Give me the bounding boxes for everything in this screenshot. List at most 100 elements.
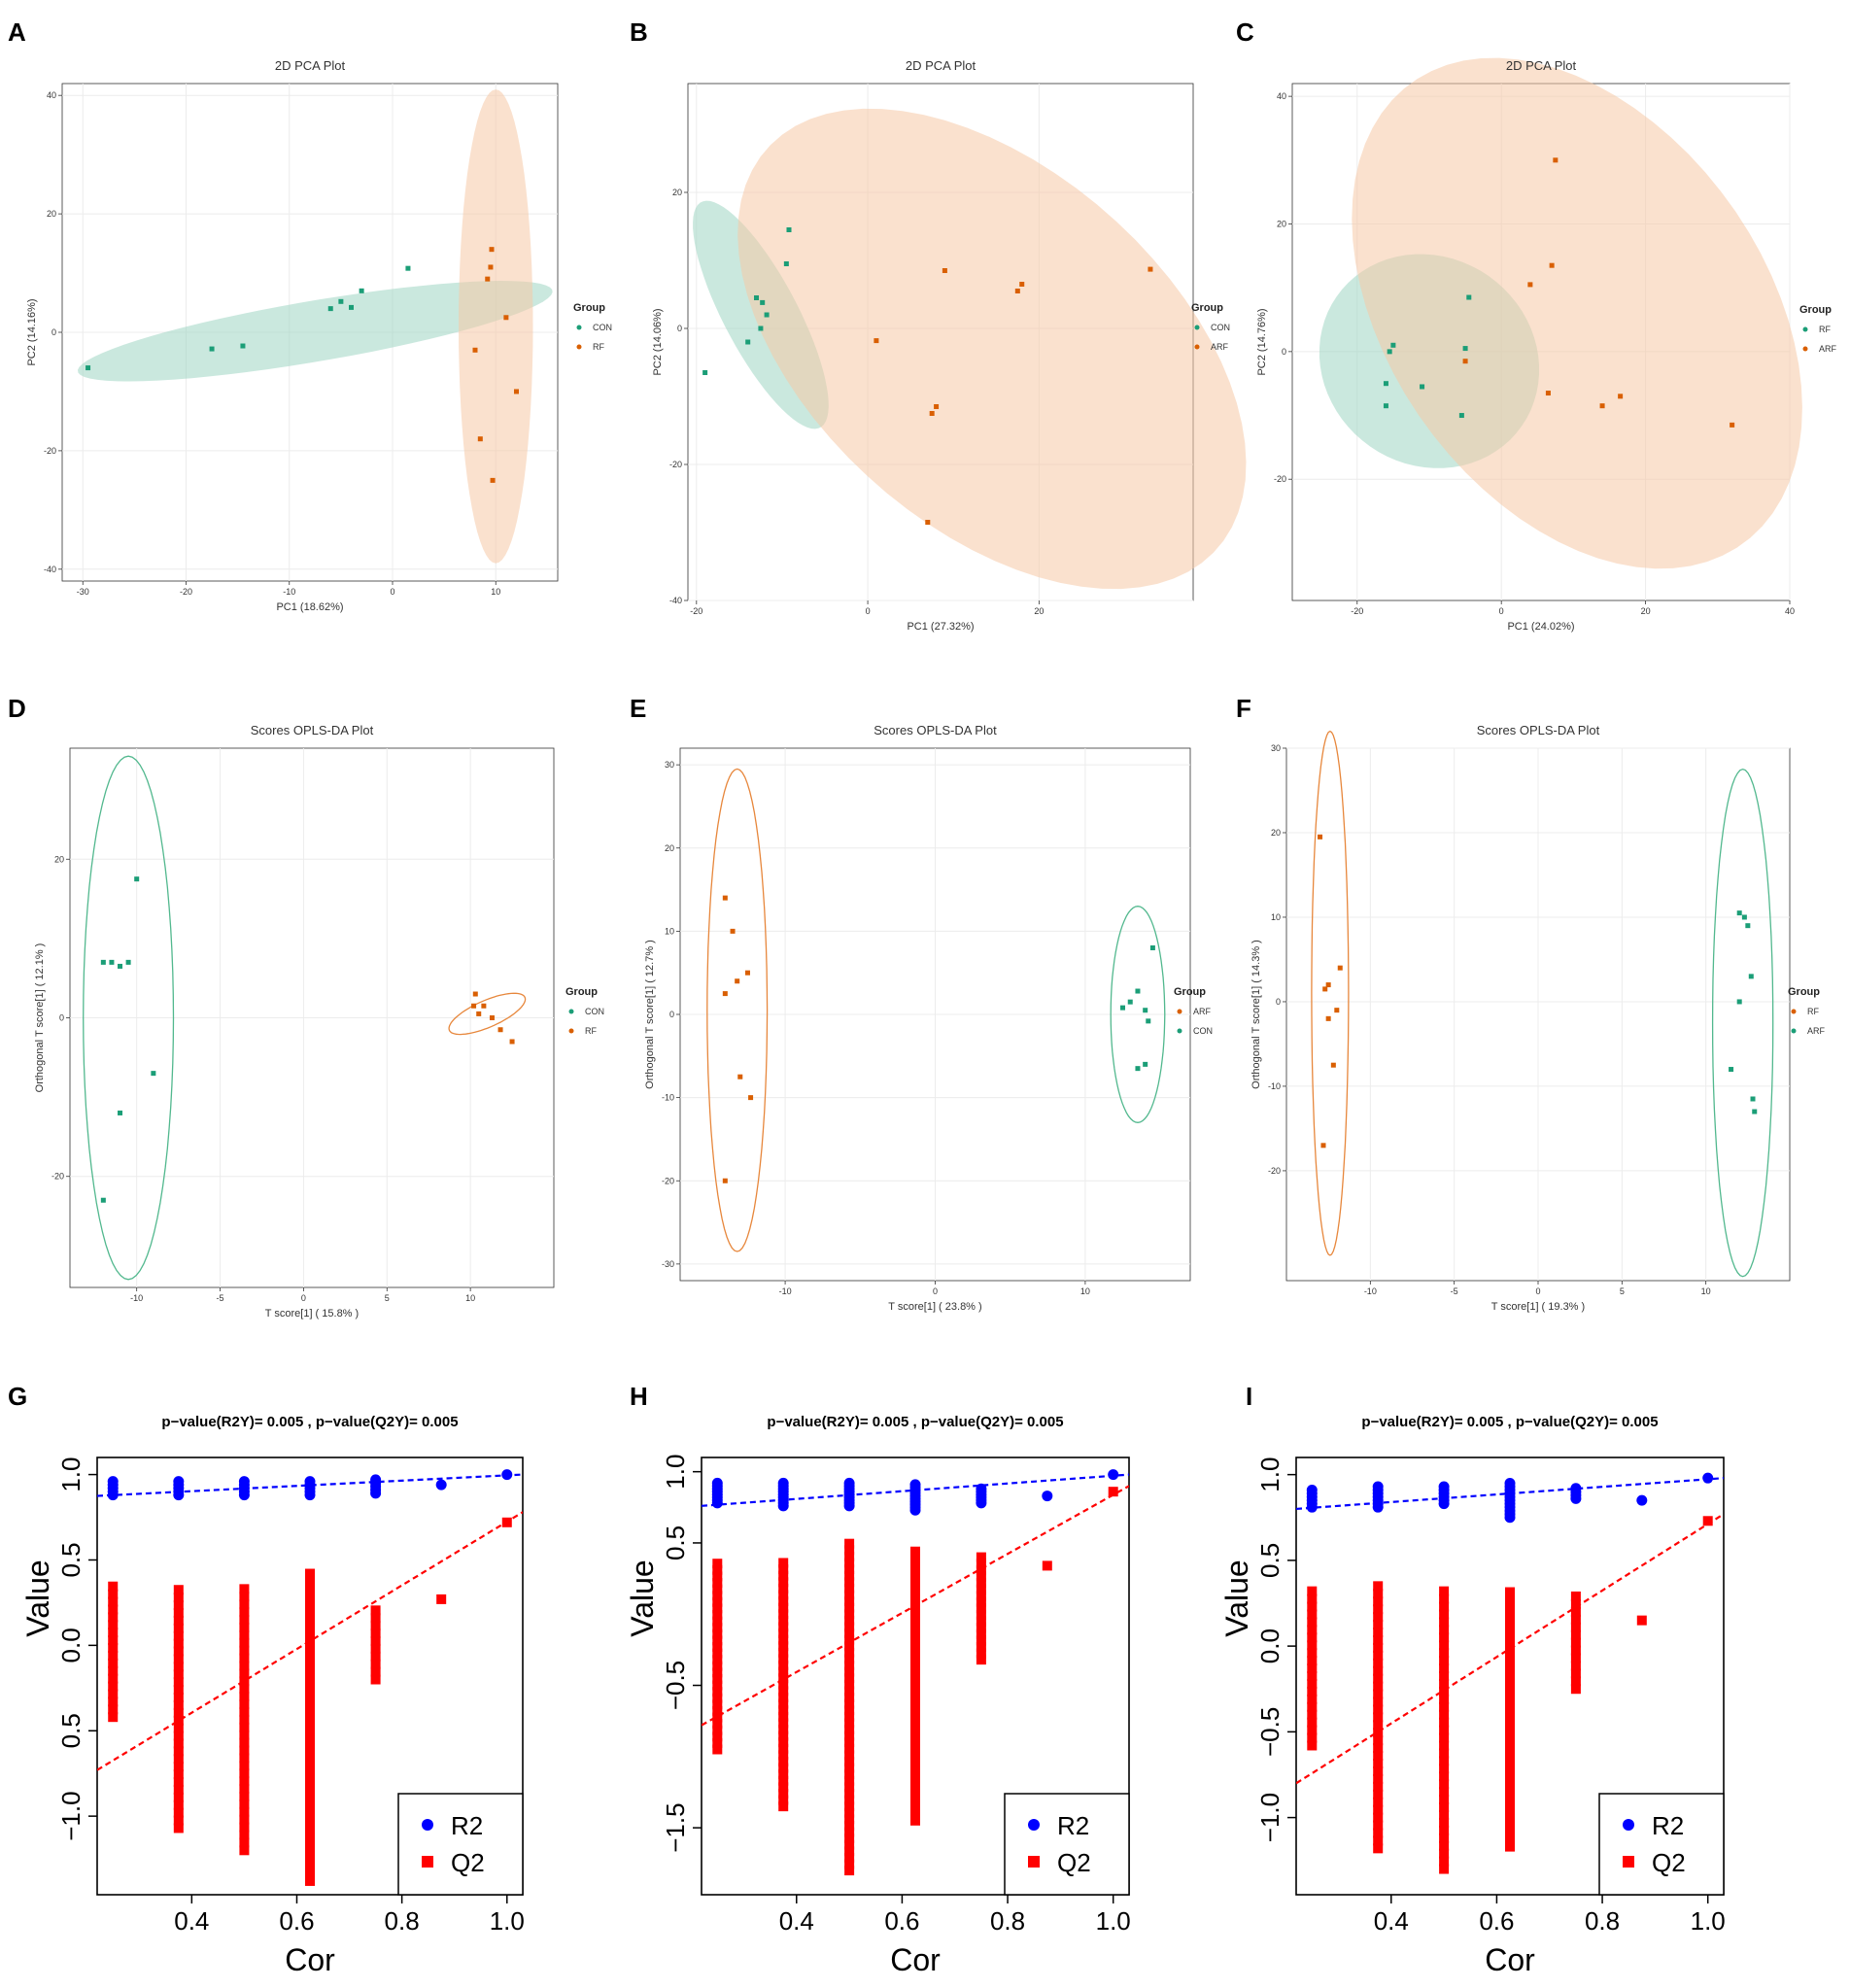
q2-point bbox=[778, 1724, 789, 1734]
x-tick-label: -10 bbox=[283, 587, 295, 597]
point-rf bbox=[1420, 384, 1425, 390]
q2-point bbox=[239, 1714, 250, 1725]
q2-point bbox=[305, 1576, 315, 1587]
q2-point bbox=[1505, 1618, 1515, 1628]
point-con bbox=[240, 343, 246, 349]
q2-point bbox=[1042, 1560, 1052, 1571]
point-arf bbox=[1745, 923, 1751, 929]
ellipse-con bbox=[78, 281, 553, 382]
legend-label: RF bbox=[585, 1026, 597, 1036]
legend-label-r2: R2 bbox=[1057, 1811, 1089, 1840]
point-arf bbox=[934, 404, 940, 409]
legend-swatch bbox=[568, 1009, 574, 1014]
q2-point bbox=[1307, 1663, 1318, 1674]
q2-point bbox=[1570, 1614, 1581, 1625]
q2-point bbox=[1439, 1848, 1450, 1859]
q2-point bbox=[1373, 1589, 1384, 1599]
q2-point bbox=[1439, 1764, 1450, 1774]
q2-point bbox=[712, 1693, 723, 1703]
q2-point bbox=[712, 1744, 723, 1755]
panel-i: Ip−value(R2Y)= 0.005 , p−value(Q2Y)= 0.0… bbox=[1219, 1382, 1726, 1977]
q2-point bbox=[844, 1602, 855, 1613]
q2-point bbox=[305, 1645, 315, 1656]
q2-point bbox=[239, 1661, 250, 1671]
q2-point bbox=[108, 1689, 119, 1699]
q2-point bbox=[239, 1791, 250, 1801]
q2-point bbox=[976, 1571, 986, 1582]
q2-point bbox=[305, 1661, 315, 1671]
q2-point bbox=[108, 1589, 119, 1599]
q2-point bbox=[1373, 1835, 1384, 1846]
point-arf bbox=[1730, 422, 1735, 428]
q2-point bbox=[173, 1662, 184, 1672]
q2-point bbox=[370, 1635, 381, 1646]
q2-point bbox=[1570, 1653, 1581, 1663]
q2-point bbox=[1439, 1617, 1450, 1628]
point-rf bbox=[503, 315, 509, 321]
q2-point bbox=[778, 1647, 789, 1658]
x-axis-label: PC1 (18.62%) bbox=[276, 601, 343, 613]
q2-point bbox=[1702, 1516, 1713, 1526]
point-con bbox=[100, 1197, 106, 1203]
q2-point bbox=[712, 1571, 723, 1582]
q2-point bbox=[239, 1730, 250, 1740]
q2-point bbox=[239, 1814, 250, 1825]
x-tick-label: 1.0 bbox=[1691, 1906, 1726, 1936]
x-tick-label: 0.8 bbox=[1585, 1906, 1620, 1936]
x-tick-label: 0 bbox=[1499, 606, 1504, 616]
q2-point bbox=[173, 1593, 184, 1603]
q2-point bbox=[1373, 1650, 1384, 1661]
y-axis-label: Value bbox=[1219, 1560, 1254, 1636]
panel-label: A bbox=[8, 17, 26, 47]
point-con bbox=[359, 288, 364, 293]
x-tick-label: -10 bbox=[130, 1293, 143, 1303]
x-tick-label: 0.4 bbox=[779, 1906, 814, 1936]
q2-point bbox=[1307, 1701, 1318, 1712]
q2-point bbox=[1373, 1743, 1384, 1754]
q2-point bbox=[305, 1830, 315, 1840]
q2-point bbox=[844, 1551, 855, 1561]
q2-point bbox=[1439, 1748, 1450, 1759]
legend-box bbox=[1598, 1793, 1725, 1896]
q2-point bbox=[1505, 1671, 1515, 1682]
point-con bbox=[134, 876, 140, 882]
q2-point bbox=[1307, 1740, 1318, 1751]
legend-title: Group bbox=[1799, 304, 1832, 316]
y-tick-label: 10 bbox=[665, 926, 674, 936]
q2-point bbox=[778, 1622, 789, 1632]
q2-point bbox=[108, 1581, 119, 1592]
q2-point bbox=[305, 1737, 315, 1748]
q2-point bbox=[976, 1564, 986, 1575]
y-tick-label: 0 bbox=[1282, 347, 1286, 357]
q2-point bbox=[1505, 1780, 1515, 1791]
x-tick-label: 10 bbox=[465, 1293, 475, 1303]
q2-point bbox=[239, 1592, 250, 1602]
r2-point bbox=[909, 1479, 921, 1491]
q2-point bbox=[1373, 1581, 1384, 1592]
q2-point bbox=[1439, 1840, 1450, 1851]
q2-point bbox=[778, 1570, 789, 1581]
point-con bbox=[86, 365, 91, 371]
q2-point bbox=[976, 1603, 986, 1614]
q2-point bbox=[1570, 1606, 1581, 1617]
q2-point bbox=[305, 1668, 315, 1679]
q2-point bbox=[844, 1692, 855, 1702]
y-tick-label: -30 bbox=[662, 1259, 674, 1269]
q2-point bbox=[1636, 1615, 1647, 1626]
q2-point bbox=[910, 1809, 920, 1820]
q2-point bbox=[1439, 1625, 1450, 1635]
q2-point bbox=[108, 1604, 119, 1615]
q2-point bbox=[712, 1667, 723, 1678]
x-tick-label: 0 bbox=[933, 1286, 938, 1296]
q2-point bbox=[1439, 1795, 1450, 1805]
point-rf bbox=[1390, 342, 1396, 348]
q2-point bbox=[1373, 1604, 1384, 1615]
point-con bbox=[786, 227, 792, 232]
q2-point bbox=[1373, 1704, 1384, 1715]
q2-point bbox=[305, 1622, 315, 1632]
point-rf bbox=[1387, 349, 1392, 355]
q2-point bbox=[239, 1684, 250, 1695]
point-con bbox=[109, 959, 115, 965]
y-tick-label: −1.0 bbox=[1255, 1793, 1285, 1842]
q2-point bbox=[305, 1761, 315, 1771]
